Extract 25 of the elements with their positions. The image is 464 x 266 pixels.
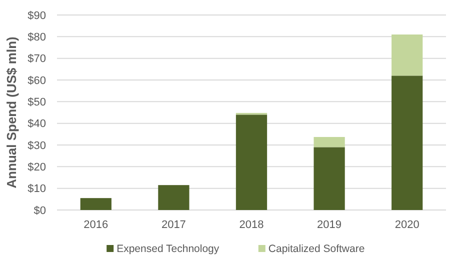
bar [314, 136, 345, 148]
bar [80, 198, 112, 210]
y-tick-label: $90 [28, 10, 46, 22]
y-tick-label: $70 [28, 53, 46, 66]
x-tick-label: 2016 [84, 219, 108, 231]
x-tick-label: 2020 [394, 219, 420, 231]
bar [314, 147, 345, 210]
y-axis-title: Annual Spend (US$ mln) [4, 36, 19, 188]
y-tick-label: $60 [28, 74, 46, 87]
y-tick-label: $40 [28, 118, 46, 130]
y-tick-label: $30 [28, 140, 46, 152]
legend-label: Expensed Technology [116, 243, 220, 255]
y-tick-label: $0 [34, 204, 46, 217]
y-tick-label: $50 [28, 96, 46, 109]
bar [236, 114, 268, 210]
x-tick-label: 2017 [161, 219, 186, 231]
x-tick-label: 2018 [239, 219, 264, 231]
y-tick-label: $20 [28, 162, 46, 174]
legend-label: Capitalized Software [268, 243, 365, 255]
y-tick-label: $80 [28, 32, 46, 44]
bar [392, 34, 423, 76]
bar [158, 185, 190, 210]
bar [392, 76, 423, 210]
y-tick-label: $10 [28, 183, 46, 196]
x-tick-label: 2019 [317, 219, 342, 231]
